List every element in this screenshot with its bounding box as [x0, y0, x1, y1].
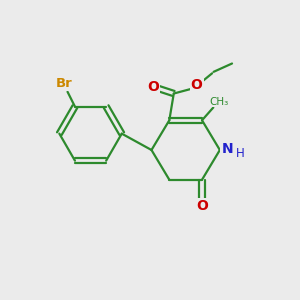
Text: O: O: [147, 80, 159, 94]
Text: CH₃: CH₃: [209, 97, 228, 106]
Text: N: N: [221, 142, 233, 155]
Text: O: O: [191, 78, 203, 92]
Text: Br: Br: [56, 77, 72, 90]
Text: O: O: [196, 200, 208, 214]
Text: H: H: [236, 147, 244, 161]
